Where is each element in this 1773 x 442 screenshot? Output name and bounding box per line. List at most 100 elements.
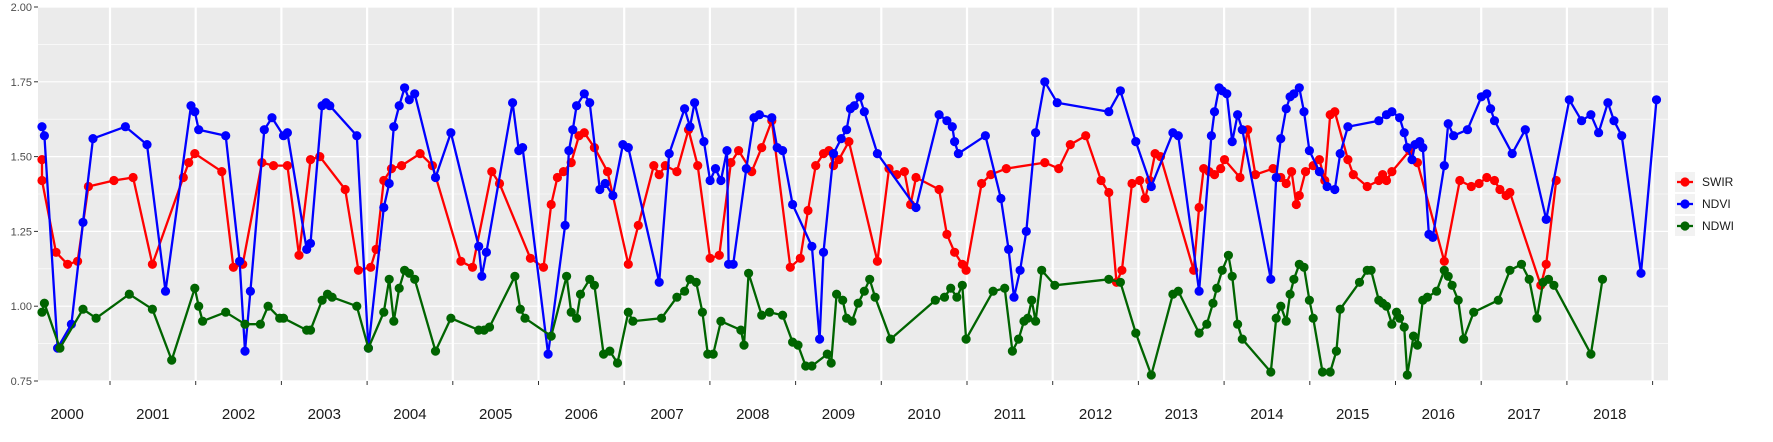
data-point-swir — [714, 250, 724, 260]
data-point-ndwi — [566, 307, 576, 317]
data-point-swir — [961, 265, 971, 275]
data-point-ndvi — [828, 149, 839, 159]
data-point-ndvi — [849, 101, 859, 111]
data-point-ndwi — [736, 325, 746, 335]
y-tick-label: 1.25 — [11, 226, 32, 238]
data-point-ndvi — [1209, 107, 1220, 117]
data-point-ndwi — [1586, 349, 1596, 359]
data-point-swir — [1209, 170, 1220, 180]
year-label: 2002 — [222, 406, 255, 423]
data-point-swir — [1216, 164, 1226, 174]
data-point-ndvi — [267, 113, 277, 123]
data-point-ndvi — [1289, 89, 1299, 99]
data-point-swir — [538, 262, 549, 272]
year-label: 2000 — [50, 406, 83, 423]
year-label: 2017 — [1507, 406, 1540, 423]
data-point-ndwi — [352, 301, 362, 311]
data-point-ndvi — [564, 146, 574, 156]
data-point-ndvi — [240, 346, 250, 356]
data-point-swir — [1065, 140, 1075, 150]
data-point-swir — [623, 259, 633, 269]
data-point-ndwi — [930, 295, 940, 305]
data-point-ndvi — [778, 146, 788, 156]
data-point-ndvi — [1636, 268, 1646, 278]
data-point-ndwi — [623, 307, 633, 317]
data-point-ndwi — [1023, 313, 1033, 323]
data-point-ndwi — [1104, 274, 1114, 284]
data-point-ndwi — [1146, 370, 1156, 380]
data-point-ndvi — [1603, 98, 1613, 108]
data-point-ndwi — [1027, 295, 1037, 305]
data-point-ndwi — [1304, 295, 1314, 305]
data-point-ndwi — [1031, 316, 1041, 326]
data-point-ndwi — [807, 361, 817, 371]
data-point-ndwi — [1366, 265, 1376, 275]
data-point-ndvi — [1322, 181, 1332, 192]
y-tick-label: 0.75 — [11, 376, 32, 388]
data-point-ndwi — [838, 295, 848, 305]
data-point-ndwi — [628, 316, 638, 326]
legend-item-ndvi: NDVI — [1675, 194, 1731, 214]
year-label: 2011 — [994, 406, 1026, 423]
data-point-ndwi — [1299, 262, 1309, 272]
data-point-ndvi — [595, 184, 605, 195]
data-point-ndwi — [961, 334, 971, 344]
legend-key-point — [1680, 199, 1690, 209]
data-point-swir — [1287, 167, 1297, 177]
data-point-swir — [1127, 178, 1137, 189]
y-tick-label: 1.50 — [11, 152, 32, 164]
data-point-ndwi — [78, 304, 88, 314]
data-point-ndvi — [1402, 143, 1412, 153]
data-point-ndwi — [147, 304, 157, 314]
data-point-swir — [37, 175, 47, 186]
data-point-swir — [1281, 178, 1291, 189]
data-point-ndvi — [623, 143, 633, 153]
data-point-swir — [415, 149, 425, 159]
data-point-ndvi — [1520, 125, 1530, 135]
year-label: 2001 — [136, 406, 169, 423]
data-point-swir — [1001, 164, 1011, 174]
data-point-ndwi — [1459, 334, 1469, 344]
data-point-swir — [37, 155, 47, 165]
data-point-ndvi — [245, 286, 255, 296]
data-point-ndwi — [1212, 283, 1222, 293]
data-point-ndwi — [263, 301, 273, 311]
data-point-ndvi — [608, 190, 618, 201]
data-point-ndwi — [379, 307, 389, 317]
data-point-ndwi — [886, 334, 896, 344]
data-point-ndvi — [1387, 107, 1397, 117]
data-point-ndvi — [1004, 244, 1014, 254]
data-point-ndvi — [379, 202, 389, 213]
data-point-ndwi — [859, 286, 869, 296]
data-point-ndvi — [585, 98, 595, 108]
data-point-ndvi — [1564, 95, 1574, 105]
data-point-ndvi — [160, 286, 171, 296]
data-point-ndwi — [939, 292, 950, 302]
data-point-ndwi — [1233, 319, 1243, 329]
data-point-swir — [1135, 175, 1145, 186]
data-point-ndvi — [474, 241, 484, 251]
data-point-swir — [1194, 202, 1204, 213]
data-point-ndwi — [1237, 334, 1247, 344]
data-point-swir — [785, 262, 795, 272]
data-point-ndvi — [394, 101, 404, 111]
data-point-swir — [986, 170, 996, 180]
data-point-swir — [1117, 265, 1127, 275]
data-point-ndvi — [807, 241, 817, 251]
data-point-swir — [1250, 170, 1260, 180]
data-point-ndvi — [872, 149, 883, 159]
data-point-ndwi — [1202, 319, 1212, 329]
data-point-ndwi — [572, 313, 582, 323]
data-point-swir — [649, 161, 659, 171]
legend-key-point — [1680, 177, 1690, 187]
data-point-ndwi — [1227, 271, 1237, 281]
data-point-ndvi — [78, 217, 88, 227]
data-point-ndwi — [1469, 307, 1479, 317]
data-point-swir — [525, 253, 536, 263]
data-point-ndvi — [1651, 95, 1662, 105]
data-point-swir — [190, 149, 200, 159]
data-point-ndvi — [1294, 83, 1304, 93]
data-point-ndwi — [1266, 367, 1276, 377]
data-point-swir — [705, 253, 715, 263]
